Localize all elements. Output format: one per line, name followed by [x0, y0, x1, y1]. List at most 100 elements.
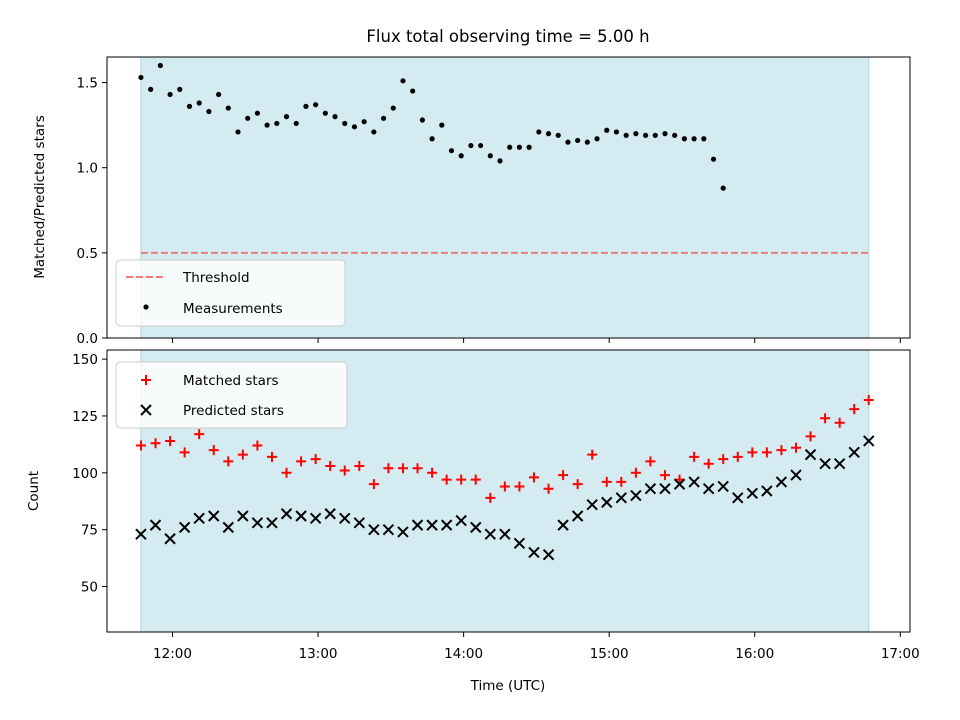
measurement-point — [613, 129, 620, 135]
measurement-point — [701, 136, 707, 142]
matched-star-marker — [659, 470, 670, 481]
matched-star-marker — [456, 474, 467, 485]
measurement-point — [516, 144, 523, 150]
measurement-point — [390, 105, 396, 111]
predicted-star-marker — [440, 519, 453, 531]
legend-box — [115, 259, 346, 327]
measurement-point — [526, 144, 532, 150]
measurement-point — [536, 129, 542, 135]
legend-label-measurements: Measurements — [183, 301, 283, 317]
matched-star-marker — [820, 413, 831, 424]
matched-star-marker — [339, 465, 350, 476]
predicted-star-marker — [542, 548, 555, 561]
matched-star-marker — [761, 447, 772, 458]
predicted-star-marker — [601, 496, 613, 509]
predicted-star-marker — [630, 489, 642, 502]
x-tick-label: 17:00 — [881, 646, 920, 662]
measurement-point — [681, 136, 687, 142]
predicted-star-marker — [140, 404, 152, 416]
y-tick-label: 0.5 — [77, 246, 98, 262]
predicted-star-marker — [615, 492, 628, 504]
measurement-point — [293, 120, 299, 127]
predicted-star-marker — [426, 519, 438, 531]
predicted-star-marker — [164, 533, 176, 545]
matched-star-marker — [630, 467, 641, 478]
count-panel: 50 75 100 125 150 12:00 13:00 14:00 15:00 16:00 17… — [26, 349, 920, 662]
predicted-star-marker — [397, 526, 409, 538]
measurement-point — [652, 132, 658, 138]
measurement-point — [206, 108, 212, 115]
matched-star-marker — [689, 451, 700, 462]
matched-star-marker — [141, 375, 151, 385]
legend: Matched stars Predicted stars — [115, 361, 348, 429]
predicted-star-marker — [717, 480, 729, 493]
measurement-point — [177, 86, 183, 92]
matched-star-marker — [325, 460, 336, 471]
predicted-star-marker — [688, 476, 700, 488]
matched-star-marker — [558, 470, 569, 481]
measurement-point — [575, 137, 581, 144]
x-tick-label: 12:00 — [153, 646, 192, 662]
matched-star-marker — [427, 467, 438, 478]
legend-label-threshold: Threshold — [182, 270, 250, 286]
y-tick-label: 0.0 — [77, 331, 98, 347]
predicted-star-marker — [237, 510, 249, 522]
measurement-point — [604, 127, 610, 133]
x-tick-label: 13:00 — [299, 646, 338, 662]
measurement-point — [245, 115, 251, 121]
predicted-star-marker — [732, 492, 744, 504]
measurement-point — [439, 122, 445, 128]
predicted-star-marker — [819, 458, 831, 470]
matched-star-marker — [441, 474, 452, 485]
matched-star-marker — [383, 463, 394, 474]
matched-star-marker — [776, 445, 787, 456]
predicted-star-marker — [863, 435, 875, 447]
measurement-point — [342, 120, 348, 127]
predicted-star-marker — [455, 514, 467, 527]
matched-star-marker — [587, 449, 598, 460]
measurement-point — [662, 131, 668, 137]
measurement-point — [623, 132, 629, 138]
measurement-point — [691, 136, 697, 142]
measurement-point — [283, 114, 290, 120]
predicted-star-marker — [761, 485, 773, 497]
matched-star-marker — [412, 463, 423, 474]
predicted-star-marker — [790, 469, 802, 481]
y-tick-label: 1.5 — [77, 76, 98, 92]
measurement-point — [400, 78, 406, 84]
predicted-star-marker — [804, 448, 817, 461]
matched-star-marker — [281, 467, 292, 478]
matched-star-marker — [354, 460, 365, 471]
matched-star-marker — [834, 417, 845, 428]
y-tick-label: 1.0 — [77, 161, 98, 177]
matched-star-marker — [368, 479, 379, 490]
measurement-point — [487, 153, 493, 159]
legend-label-predicted: Predicted stars — [183, 403, 284, 419]
matched-star-marker — [499, 481, 510, 492]
matched-star-marker — [310, 454, 321, 465]
measurement-point — [507, 144, 513, 150]
measurement-point — [458, 153, 464, 159]
predicted-star-marker — [411, 519, 424, 531]
predicted-star-marker — [470, 521, 482, 534]
predicted-star-marker — [368, 523, 380, 536]
predicted-star-marker — [339, 512, 351, 524]
measurement-point — [303, 103, 309, 109]
predicted-star-marker — [353, 517, 366, 529]
predicted-star-marker — [266, 517, 278, 529]
ratio-panel: 0.0 0.5 1.0 1.5 Matched/Predicted stars Thres… — [32, 56, 911, 347]
measurement-point — [196, 100, 202, 106]
legend: Threshold Measurements — [115, 259, 346, 327]
measurement-point — [429, 136, 435, 142]
matched-star-marker — [397, 463, 408, 474]
measurement-point — [332, 114, 338, 120]
matched-star-marker — [747, 447, 758, 458]
predicted-star-marker — [193, 512, 205, 524]
matched-star-marker — [543, 483, 554, 494]
predicted-star-marker — [586, 498, 598, 511]
x-tick-label: 15:00 — [590, 646, 629, 662]
predicted-star-marker — [295, 510, 307, 522]
measurement-point — [380, 115, 387, 121]
predicted-star-marker — [528, 546, 540, 559]
